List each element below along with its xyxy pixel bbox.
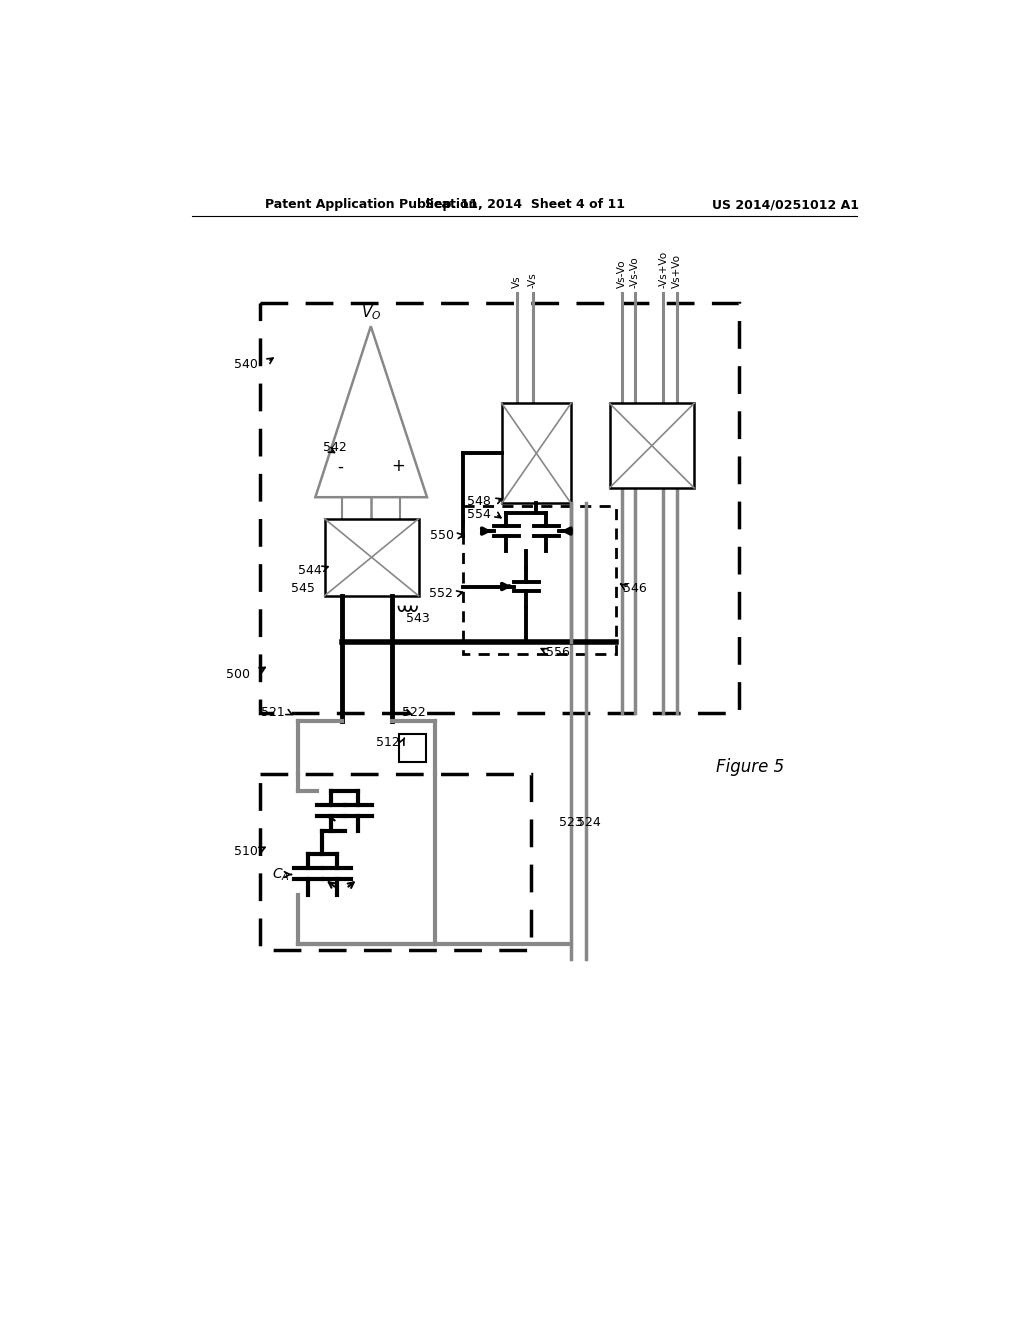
Text: Vs-Vo: Vs-Vo <box>616 259 627 288</box>
Text: Patent Application Publication: Patent Application Publication <box>265 198 477 211</box>
Text: 545: 545 <box>292 582 315 594</box>
Text: 548: 548 <box>467 495 490 508</box>
Text: 546: 546 <box>624 582 647 594</box>
Bar <box>325 519 419 595</box>
Text: -Vs+Vo: -Vs+Vo <box>658 251 669 288</box>
Bar <box>609 404 694 488</box>
Text: 540: 540 <box>233 358 258 371</box>
Text: $V_O$: $V_O$ <box>360 304 381 322</box>
Text: 550: 550 <box>430 529 454 543</box>
Bar <box>463 507 615 655</box>
Text: 543: 543 <box>407 612 430 626</box>
Text: Figure 5: Figure 5 <box>716 758 784 776</box>
Text: 542: 542 <box>323 441 347 454</box>
Text: 521: 521 <box>261 706 285 719</box>
Text: $C_A$: $C_A$ <box>271 866 290 883</box>
Text: 512: 512 <box>376 735 400 748</box>
Text: Vs+Vo: Vs+Vo <box>673 253 682 288</box>
Bar <box>502 404 571 503</box>
Text: 556: 556 <box>547 647 570 659</box>
Text: US 2014/0251012 A1: US 2014/0251012 A1 <box>712 198 859 211</box>
Text: 552: 552 <box>429 587 453 601</box>
Text: -: - <box>337 458 343 475</box>
Text: -Vs-Vo: -Vs-Vo <box>630 256 640 288</box>
Text: 544: 544 <box>298 564 322 577</box>
Text: 523: 523 <box>559 816 583 829</box>
Text: 500: 500 <box>226 668 250 681</box>
Bar <box>398 734 426 762</box>
Text: Vs: Vs <box>512 275 522 288</box>
Text: 524: 524 <box>578 816 601 829</box>
Text: 522: 522 <box>401 706 425 719</box>
Text: -Vs: -Vs <box>527 272 538 288</box>
Bar <box>260 775 531 950</box>
Text: +: + <box>391 458 406 475</box>
Text: Sep. 11, 2014  Sheet 4 of 11: Sep. 11, 2014 Sheet 4 of 11 <box>425 198 625 211</box>
Bar <box>260 304 739 713</box>
Text: 554: 554 <box>467 508 490 520</box>
Text: 510: 510 <box>233 845 258 858</box>
